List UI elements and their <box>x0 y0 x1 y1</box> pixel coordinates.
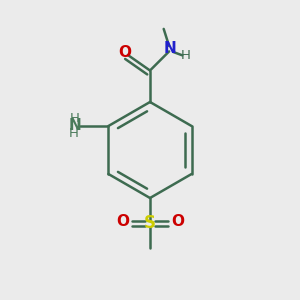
Text: N: N <box>68 118 81 134</box>
Text: H: H <box>180 50 190 62</box>
Text: H: H <box>70 112 80 125</box>
Text: O: O <box>171 214 184 229</box>
Text: H: H <box>68 127 78 140</box>
Text: N: N <box>163 41 176 56</box>
Text: S: S <box>144 214 156 232</box>
Text: O: O <box>118 45 131 60</box>
Text: O: O <box>116 214 129 229</box>
